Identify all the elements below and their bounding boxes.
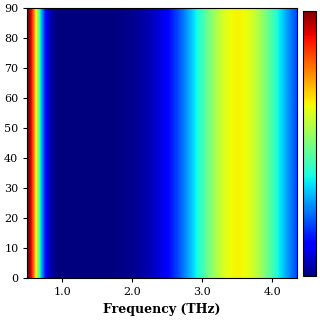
X-axis label: Frequency (THz): Frequency (THz) (103, 303, 221, 316)
